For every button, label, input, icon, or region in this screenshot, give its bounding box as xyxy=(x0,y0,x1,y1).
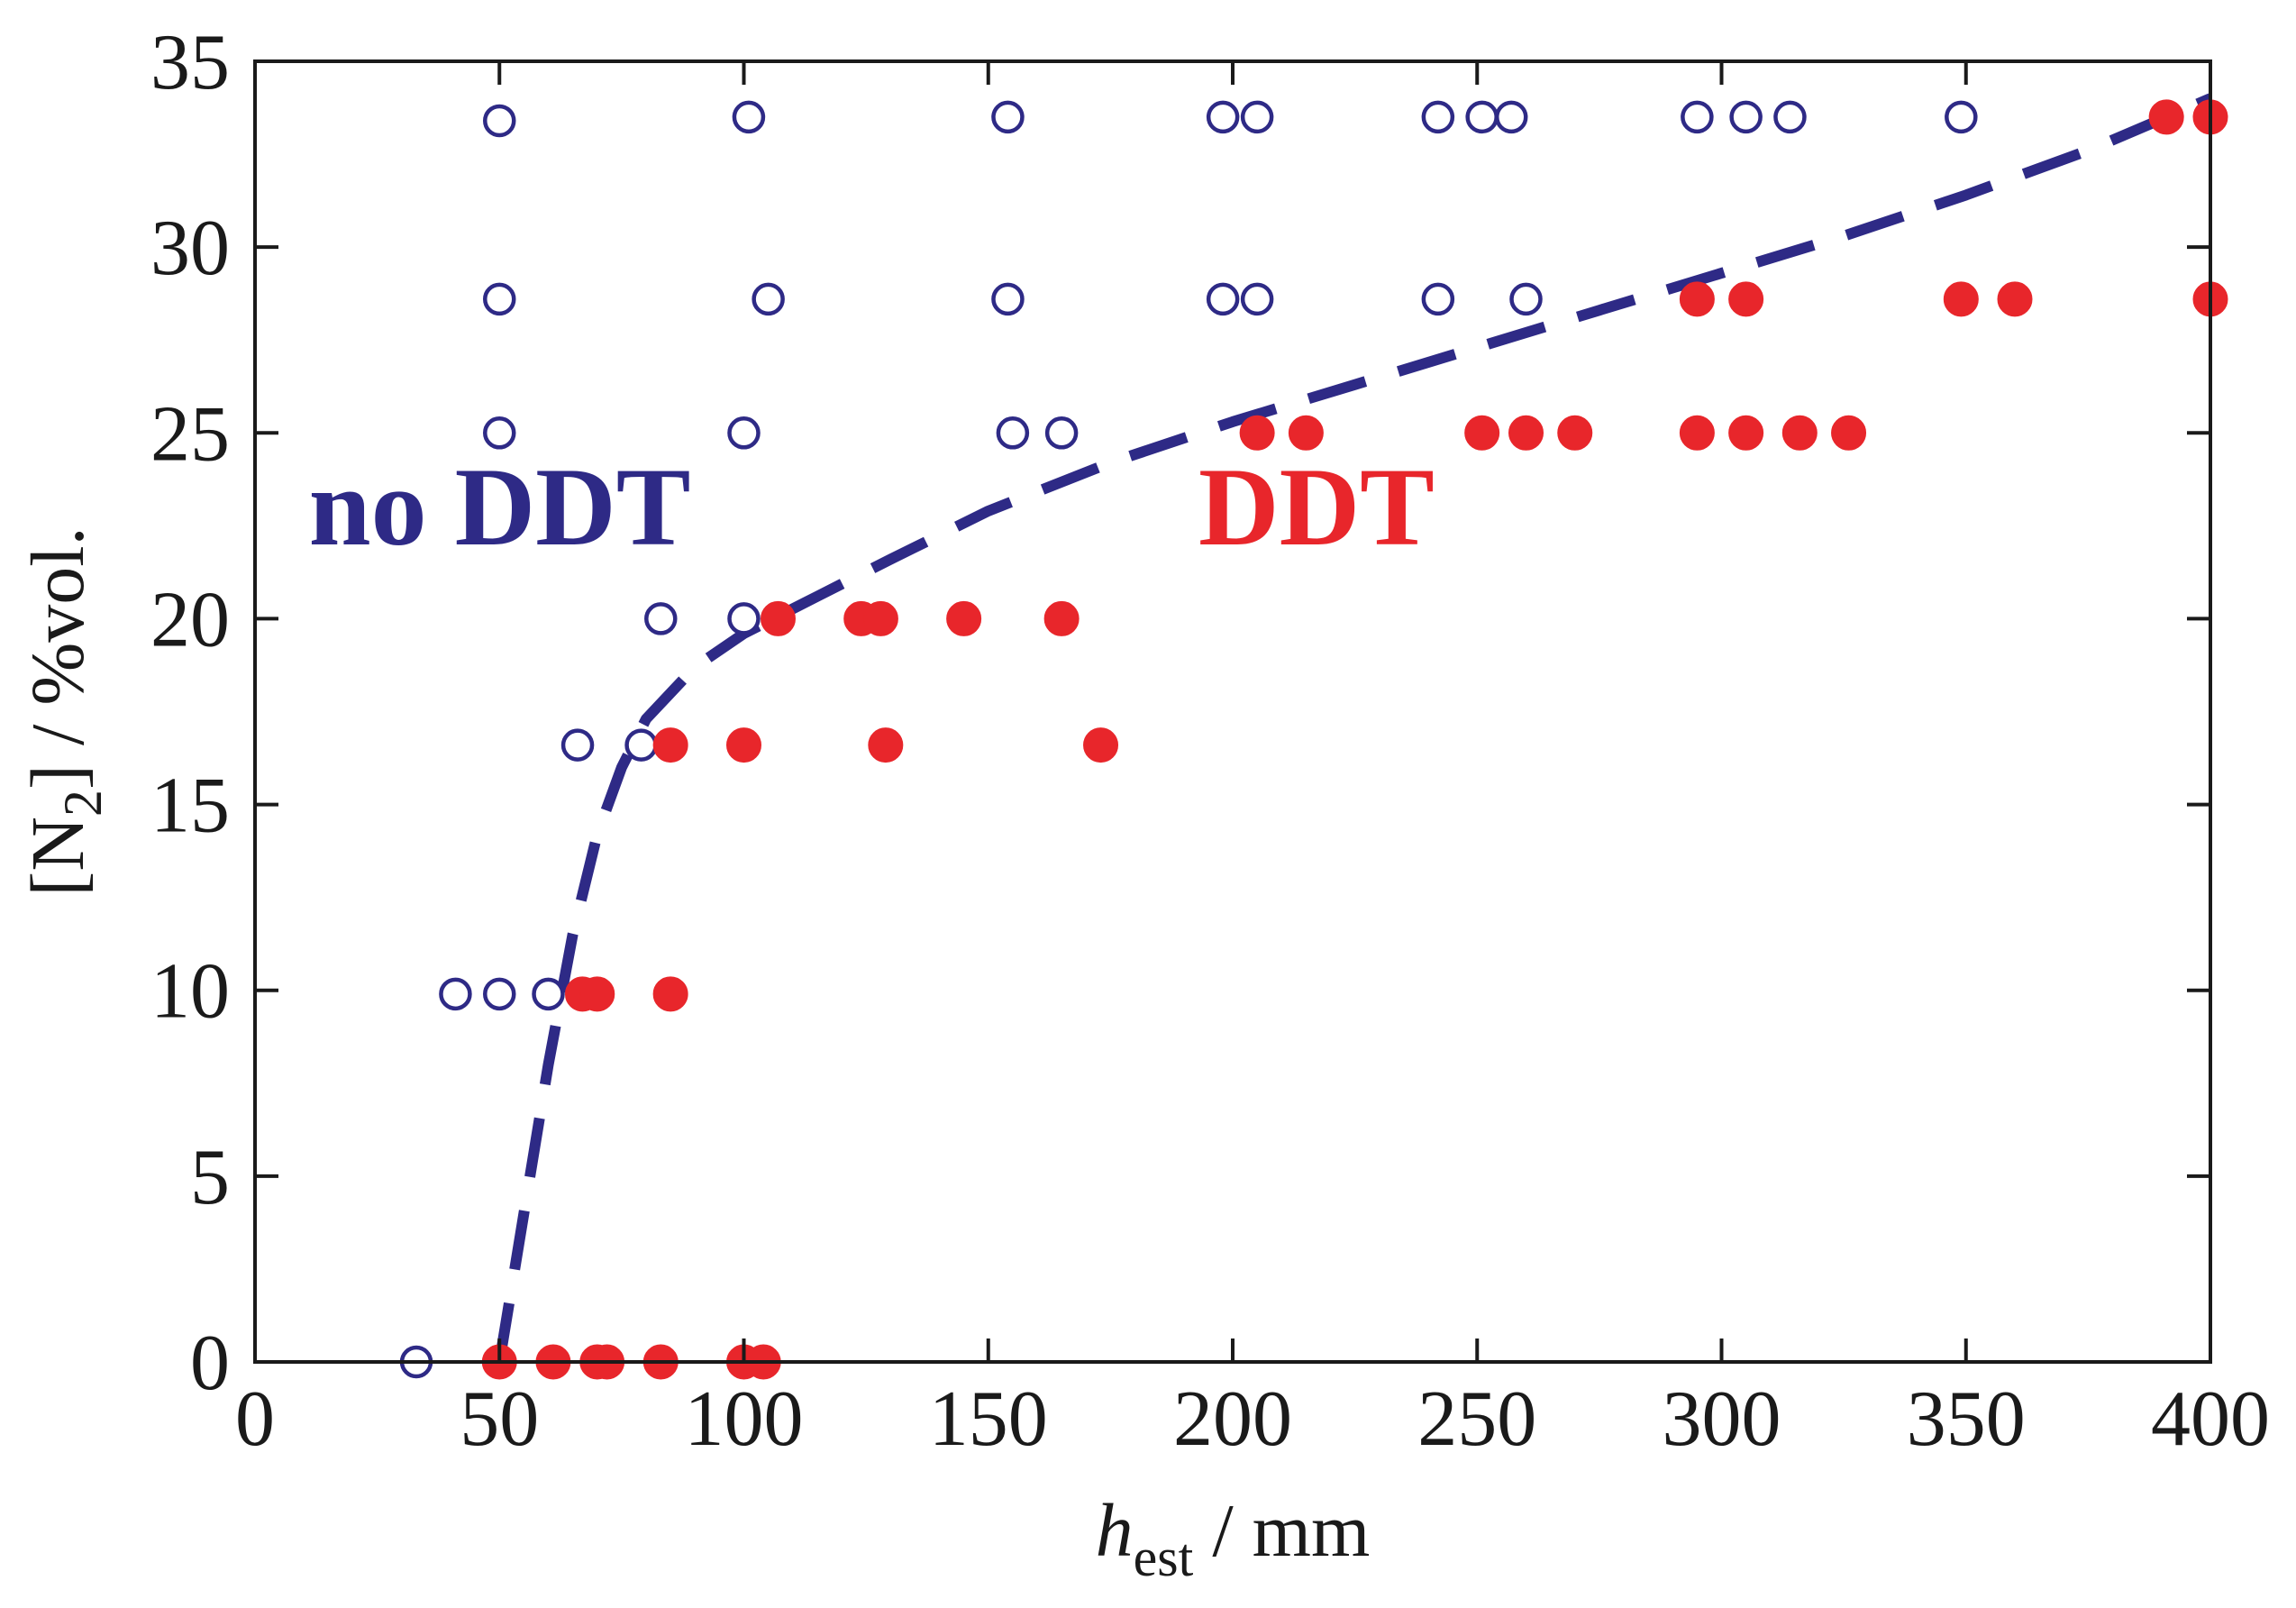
ddt-point xyxy=(1679,281,1715,317)
plot-data-layer xyxy=(399,93,2228,1380)
ddt-point xyxy=(1781,415,1818,451)
ddt-point xyxy=(862,600,898,636)
y-axis-label-sub: 2 xyxy=(53,790,113,817)
ddt-point xyxy=(652,976,688,1012)
no-ddt-point xyxy=(1509,282,1543,316)
axis-ticks: 0 50 100 150 200 250 300 350 400 0 5 10 15 20 25 30 35 xyxy=(150,19,2270,1463)
no-ddt-point xyxy=(991,282,1025,316)
y-tick-label: 5 xyxy=(190,1134,230,1221)
no-ddt-point xyxy=(560,728,595,762)
x-tick-label: 200 xyxy=(1173,1375,1292,1463)
no-ddt-point xyxy=(732,100,766,134)
x-tick-label: 100 xyxy=(685,1375,804,1463)
no-ddt-point xyxy=(483,416,516,450)
ddt-point xyxy=(1083,727,1119,763)
y-tick-label: 35 xyxy=(150,19,230,106)
boundary-dashed-line xyxy=(494,93,2213,1363)
no-ddt-point xyxy=(991,100,1025,134)
no-ddt-point xyxy=(1681,100,1714,134)
ddt-point xyxy=(652,727,688,763)
x-axis-label-suffix: / mm xyxy=(1193,1489,1370,1573)
no-ddt-point xyxy=(1206,282,1240,316)
no-ddt-point xyxy=(1044,416,1079,450)
ddt-point xyxy=(868,727,904,763)
y-tick-label: 10 xyxy=(150,948,230,1036)
no-ddt-point xyxy=(439,977,472,1011)
x-tick-label: 250 xyxy=(1417,1375,1536,1463)
no-ddt-point xyxy=(1773,100,1807,134)
no-ddt-point xyxy=(727,602,761,635)
ddt-point xyxy=(946,600,982,636)
ddt-point xyxy=(579,976,615,1012)
annotation-ddt: DDT xyxy=(1198,445,1435,569)
y-axis-label-prefix: [N xyxy=(16,817,100,897)
no-ddt-point xyxy=(532,977,565,1011)
ddt-point xyxy=(1557,415,1593,451)
no-ddt-point xyxy=(1421,100,1455,134)
y-tick-label: 25 xyxy=(150,390,230,478)
ddt-point xyxy=(2148,99,2184,135)
ddt-point xyxy=(1728,281,1764,317)
ddt-point xyxy=(1464,415,1500,451)
no-ddt-point xyxy=(752,282,785,316)
y-tick-label: 30 xyxy=(150,205,230,292)
y-tick-label: 20 xyxy=(150,576,230,663)
ddt-point xyxy=(1997,281,2033,317)
no-ddt-point xyxy=(483,282,516,316)
ddt-point xyxy=(1288,415,1324,451)
y-axis-label: [N2] / %vol. xyxy=(16,526,113,896)
ddt-point xyxy=(1679,415,1715,451)
no-ddt-point xyxy=(1494,100,1528,134)
no-ddt-point xyxy=(483,977,516,1011)
ddt-point xyxy=(1943,281,1979,317)
x-tick-label: 50 xyxy=(460,1375,539,1463)
x-tick-label: 150 xyxy=(929,1375,1048,1463)
no-ddt-point xyxy=(1729,100,1763,134)
ddt-point xyxy=(1508,415,1544,451)
no-ddt-point xyxy=(644,602,678,635)
no-ddt-point xyxy=(1240,100,1274,134)
x-tick-label: 400 xyxy=(2151,1375,2270,1463)
y-tick-label: 15 xyxy=(150,763,230,850)
ddt-point xyxy=(1043,600,1080,636)
x-tick-label: 0 xyxy=(235,1375,275,1463)
ddt-point xyxy=(1831,415,1867,451)
y-axis-label-suffix: ] / %vol. xyxy=(16,526,100,790)
plot-frame xyxy=(253,59,2212,1364)
no-ddt-point xyxy=(1206,100,1240,134)
no-ddt-point xyxy=(996,416,1030,450)
x-tick-label: 350 xyxy=(1907,1375,2026,1463)
x-tick-label: 300 xyxy=(1663,1375,1781,1463)
no-ddt-point xyxy=(1240,282,1274,316)
x-axis-label: hest / mm xyxy=(1096,1489,1371,1587)
no-ddt-point xyxy=(1465,100,1499,134)
ddt-point xyxy=(760,600,796,636)
x-axis-label-sub: est xyxy=(1134,1528,1194,1587)
no-ddt-point xyxy=(1421,282,1455,316)
no-ddt-point xyxy=(624,728,658,762)
ddt-point xyxy=(1728,415,1764,451)
annotation-no-ddt: no DDT xyxy=(309,445,691,569)
no-ddt-point xyxy=(727,416,761,450)
x-axis-label-main: h xyxy=(1096,1489,1134,1573)
no-ddt-point xyxy=(1945,100,1978,134)
ddt-point xyxy=(726,727,761,763)
ddt-point xyxy=(1239,415,1275,451)
no-ddt-point xyxy=(483,104,516,138)
y-tick-label: 0 xyxy=(190,1320,230,1407)
